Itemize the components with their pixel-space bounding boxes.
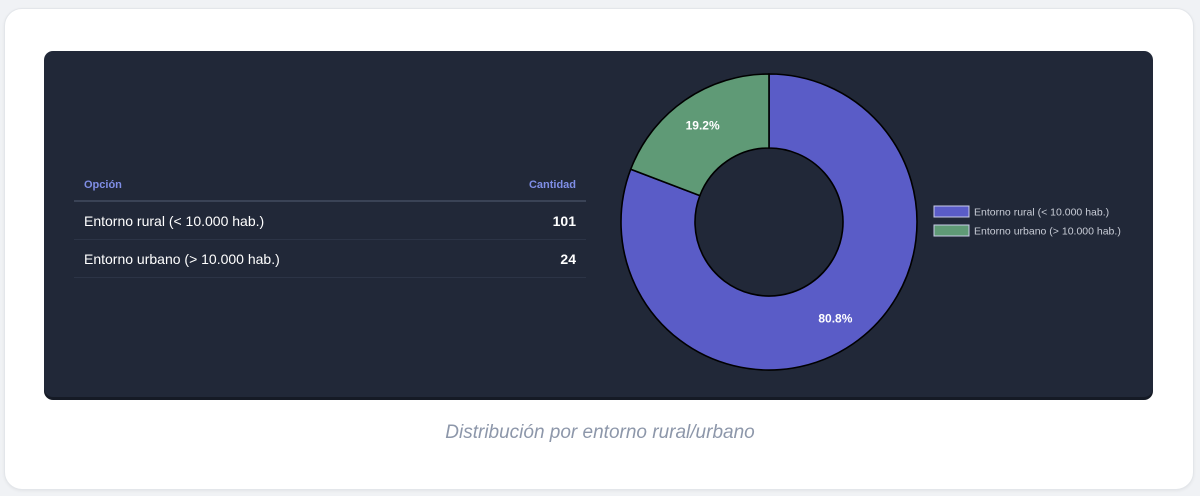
column-header-option: Opción — [74, 170, 465, 202]
slice-percent-label: 80.8% — [818, 311, 852, 325]
table-row: Entorno urbano (> 10.000 hab.) 24 — [74, 239, 586, 278]
data-table: Opción Cantidad Entorno rural (< 10.000 … — [74, 170, 586, 278]
slice-percent-label: 19.2% — [686, 119, 720, 133]
column-header-count: Cantidad — [464, 170, 586, 202]
table-cell-option: Entorno rural (< 10.000 hab.) — [74, 201, 465, 240]
donut-slice — [629, 73, 770, 197]
donut-slice — [620, 73, 918, 371]
table-cell-count: 101 — [464, 201, 586, 240]
table-cell-option: Entorno urbano (> 10.000 hab.) — [74, 239, 465, 278]
table-row: Entorno rural (< 10.000 hab.) 101 — [74, 201, 586, 240]
legend-swatch — [933, 205, 970, 218]
donut-chart: 80.8% 19.2% Entorno rural (< 10.000 hab.) E… — [620, 73, 1121, 371]
table-cell-count: 24 — [464, 239, 586, 278]
legend-label: Entorno rural (< 10.000 hab.) — [974, 207, 1109, 219]
chart-caption: Distribución por entorno rural/urbano — [445, 422, 755, 443]
legend-label: Entorno urbano (> 10.000 hab.) — [974, 226, 1121, 238]
chart-panel: Opción Cantidad Entorno rural (< 10.000 … — [44, 51, 1153, 397]
legend-swatch — [933, 224, 970, 237]
table-header-row: Opción Cantidad — [74, 170, 586, 202]
